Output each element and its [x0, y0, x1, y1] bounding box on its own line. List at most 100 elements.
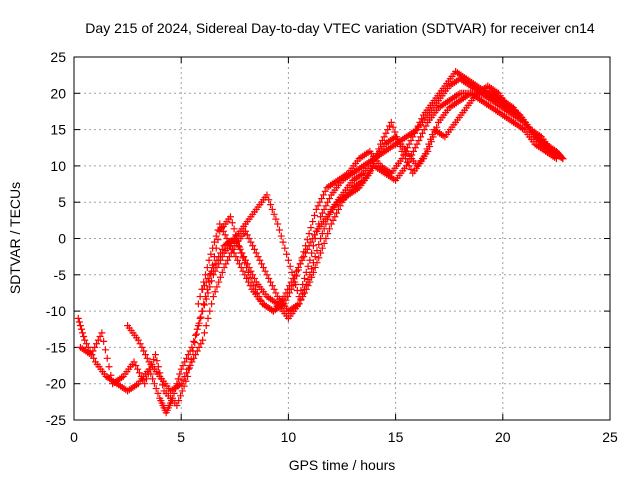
data-point [219, 246, 226, 253]
data-point [75, 315, 82, 322]
y-tick-label: 15 [50, 122, 66, 138]
data-point [315, 202, 322, 209]
data-point [153, 357, 160, 364]
data-point [95, 337, 102, 344]
y-tick-label: 25 [50, 49, 66, 65]
data-point [215, 253, 222, 260]
data-point [197, 340, 204, 347]
data-point [192, 332, 199, 339]
data-point [283, 251, 290, 258]
data-point [419, 130, 426, 137]
x-tick-label: 20 [495, 429, 511, 445]
data-point [271, 286, 278, 293]
x-tick-label: 0 [70, 429, 78, 445]
data-point [302, 250, 309, 257]
data-point [306, 242, 313, 249]
data-point [153, 385, 160, 392]
data-point [142, 351, 149, 358]
data-point [415, 137, 422, 144]
data-point [247, 239, 254, 246]
data-point [201, 302, 208, 309]
data-point [240, 268, 247, 275]
data-point [212, 288, 219, 295]
data-point [132, 362, 139, 369]
data-point [333, 210, 340, 217]
data-point [269, 206, 276, 213]
data-point [271, 211, 278, 218]
data-point [321, 240, 328, 247]
data-point [301, 275, 308, 282]
data-point [238, 264, 245, 271]
data-point [253, 250, 260, 257]
data-point [286, 282, 293, 289]
data-point [181, 358, 188, 365]
data-point [231, 225, 238, 232]
data-point [209, 245, 216, 252]
data-point [318, 195, 325, 202]
data-point [198, 308, 205, 315]
data-point [324, 199, 331, 206]
y-tick-label: 5 [58, 194, 66, 210]
data-point [281, 245, 288, 252]
data-point [311, 212, 318, 219]
data-point [203, 322, 210, 329]
data-point [422, 122, 429, 129]
data-point [267, 201, 274, 208]
x-axis-label: GPS time / hours [289, 457, 396, 473]
data-point [320, 191, 327, 198]
data-point [414, 141, 421, 148]
data-point [205, 315, 212, 322]
data-point [249, 242, 256, 249]
y-tick-label: -5 [54, 267, 67, 283]
data-point [100, 338, 107, 345]
data-point [307, 224, 314, 231]
data-point [276, 227, 283, 234]
data-point [269, 282, 276, 289]
data-point [330, 217, 337, 224]
data-point [417, 133, 424, 140]
data-point [243, 275, 250, 282]
data-point [256, 257, 263, 264]
data-point [102, 346, 109, 353]
data-point [245, 279, 252, 286]
data-point [297, 260, 304, 267]
data-point [287, 263, 294, 270]
data-point [305, 282, 312, 289]
data-point [149, 375, 156, 382]
data-point [412, 144, 419, 151]
data-point [190, 338, 197, 345]
data-point [195, 300, 202, 307]
data-point [229, 219, 236, 226]
data-point [76, 318, 83, 325]
data-point [215, 279, 222, 286]
data-point [140, 348, 147, 355]
x-tick-label: 5 [177, 429, 185, 445]
data-point [197, 314, 204, 321]
vtec-scatter-chart: Day 215 of 2024, Sidereal Day-to-day VTE… [0, 0, 640, 480]
data-point [319, 210, 326, 217]
data-point [244, 231, 251, 238]
data-point [312, 264, 319, 271]
data-point [272, 289, 279, 296]
data-point [322, 202, 329, 209]
data-point [197, 293, 204, 300]
data-point [97, 333, 104, 340]
data-point [106, 363, 113, 370]
y-axis-label: SDTVAR / TECUs [7, 182, 23, 294]
data-point [407, 166, 414, 173]
data-point [386, 122, 393, 129]
data-point [210, 293, 217, 300]
data-point [265, 275, 272, 282]
data-point [134, 366, 141, 373]
data-point [185, 366, 192, 373]
data-point [382, 130, 389, 137]
data-point [179, 387, 186, 394]
data-point [77, 322, 84, 329]
series-track-3 [124, 90, 560, 395]
data-point [178, 366, 185, 373]
data-point [179, 362, 186, 369]
data-point [78, 326, 85, 333]
data-point [278, 233, 285, 240]
x-tick-label: 25 [602, 429, 618, 445]
data-point [322, 188, 329, 195]
